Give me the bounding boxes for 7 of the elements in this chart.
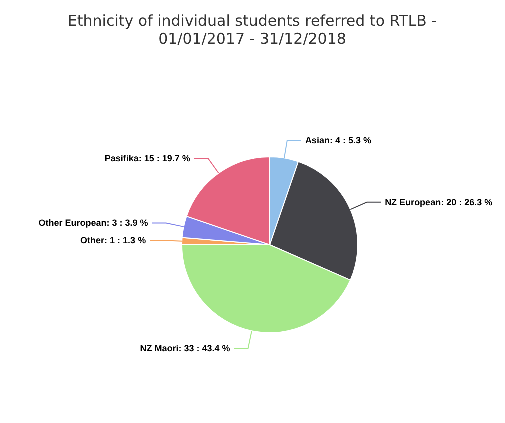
chart-title: Ethnicity of individual students referred to RTLB - 01/01/2017 - 31/12/2018 xyxy=(68,12,438,48)
slice-label: Other European: 3 : 3.9 % xyxy=(38,218,148,228)
slice-label: NZ European: 20 : 26.3 % xyxy=(385,197,493,208)
slice-label: Pasifika: 15 : 19.7 % xyxy=(104,154,190,164)
slice-label: Other: 1 : 1.3 % xyxy=(80,236,146,246)
slice-label: NZ Maori: 33 : 43.4 % xyxy=(140,344,230,354)
slice-label: Asian: 4 : 5.3 % xyxy=(305,135,372,146)
